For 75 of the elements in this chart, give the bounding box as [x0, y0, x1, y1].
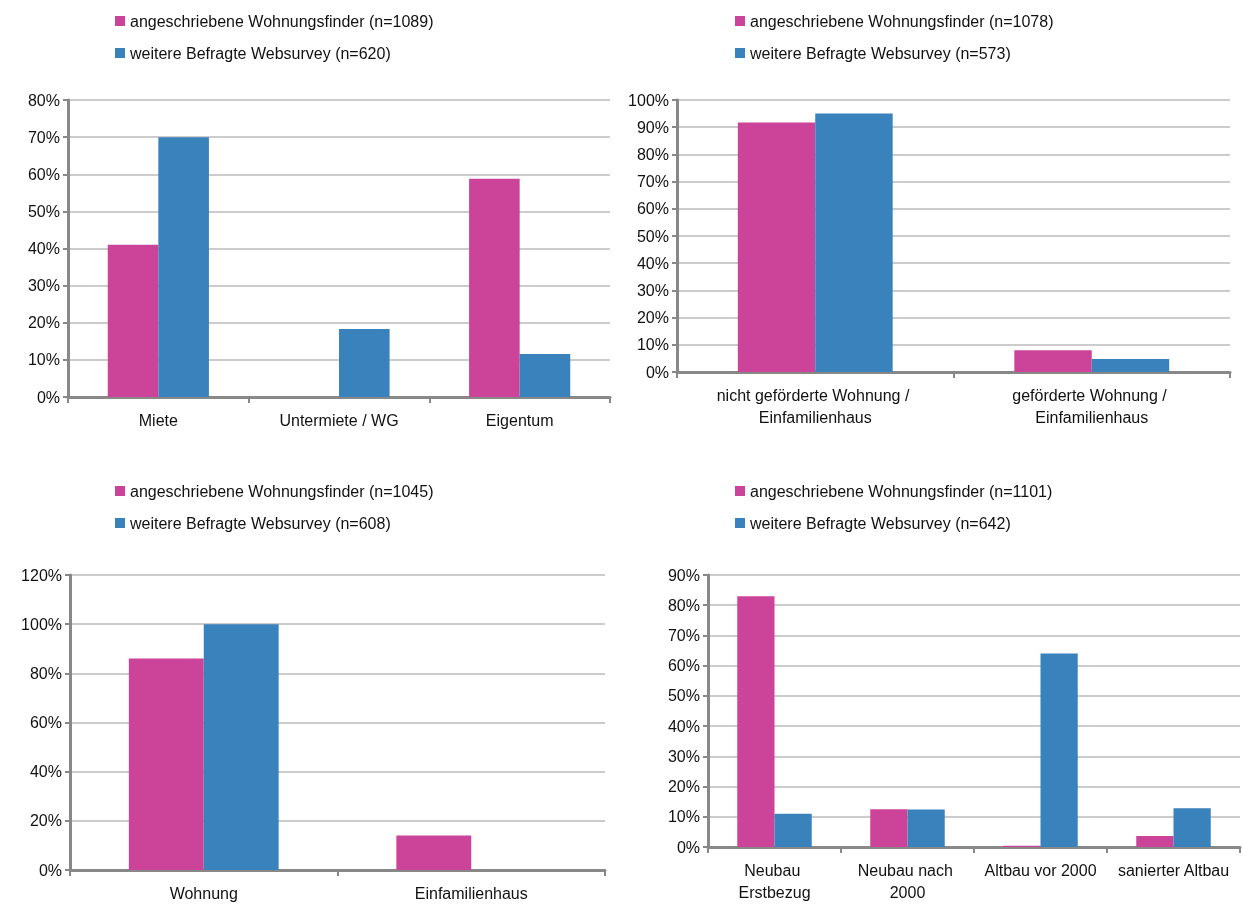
- y-tick-label: 20%: [636, 309, 669, 327]
- y-tick-label: 50%: [636, 227, 669, 245]
- y-tick-label: 10%: [667, 808, 700, 826]
- y-tick-label: 40%: [667, 717, 700, 735]
- y-tick-label: 20%: [29, 812, 62, 830]
- legend-label: weitere Befragte Websurvey (n=642): [749, 514, 1011, 532]
- y-tick-label: 60%: [27, 165, 60, 183]
- bar: [1014, 350, 1092, 372]
- bar: [907, 809, 945, 847]
- y-tick-label: 60%: [29, 714, 62, 731]
- bar: [519, 353, 571, 397]
- bar: [1091, 358, 1170, 372]
- bar: [774, 813, 812, 847]
- bar: [815, 113, 893, 372]
- bar: [737, 596, 775, 847]
- legend-label: weitere Befragte Websurvey (n=573): [749, 44, 1011, 62]
- y-tick-label: 100%: [21, 615, 62, 633]
- x-tick-label: Untermiete / WG: [279, 411, 399, 429]
- y-tick-label: 40%: [27, 240, 60, 257]
- x-tick-label: Wohnung: [169, 884, 238, 902]
- y-tick-label: 90%: [636, 118, 669, 136]
- y-tick-label: 30%: [667, 747, 700, 765]
- y-tick-label: 70%: [667, 626, 700, 644]
- y-tick-label: 10%: [27, 351, 60, 369]
- y-tick-label: 40%: [636, 254, 669, 272]
- legend-label: angeschriebene Wohnungsfinder (n=1078): [750, 12, 1054, 30]
- bar: [396, 835, 472, 870]
- legend-label: angeschriebene Wohnungsfinder (n=1089): [130, 12, 434, 30]
- bar: [339, 329, 390, 397]
- bar: [107, 244, 159, 397]
- y-tick-label: 60%: [667, 657, 700, 675]
- x-tick-label: Altbau vor 2000: [984, 861, 1097, 879]
- y-tick-label: 100%: [628, 91, 669, 109]
- bar: [1173, 808, 1211, 847]
- y-tick-label: 70%: [636, 173, 669, 191]
- y-tick-label: 80%: [667, 596, 700, 614]
- y-tick-label: 30%: [27, 277, 60, 295]
- legend-label: weitere Befragte Websurvey (n=608): [129, 514, 391, 532]
- x-tick-label: Neubau nach 2000: [857, 861, 958, 901]
- y-tick-label: 40%: [29, 763, 62, 781]
- y-tick-label: 20%: [667, 778, 700, 796]
- x-tick-label: Einfamilienhaus: [414, 884, 528, 902]
- bar: [128, 658, 204, 870]
- x-tick-label: Miete: [138, 411, 178, 429]
- y-tick-label: 90%: [667, 566, 700, 584]
- y-tick-label: 0%: [676, 838, 700, 856]
- bar: [158, 137, 209, 397]
- legend-label: angeschriebene Wohnungsfinder (n=1101): [750, 482, 1053, 500]
- x-tick-label: Neubau Erstbezug: [738, 861, 811, 901]
- bar: [1040, 653, 1078, 847]
- y-tick-label: 50%: [27, 202, 60, 220]
- y-tick-label: 50%: [667, 687, 700, 705]
- x-tick-label: sanierter Altbau: [1117, 861, 1230, 879]
- y-tick-label: 10%: [636, 336, 669, 354]
- x-tick-label: Eigentum: [485, 411, 554, 429]
- legend-label: weitere Befragte Websurvey (n=620): [129, 44, 391, 62]
- y-tick-label: 80%: [636, 145, 669, 163]
- y-tick-label: 0%: [38, 861, 62, 879]
- bar: [737, 122, 816, 372]
- y-tick-label: 60%: [636, 200, 669, 218]
- y-tick-label: 80%: [29, 664, 62, 682]
- y-tick-label: 0%: [36, 388, 60, 406]
- y-tick-label: 70%: [27, 128, 60, 146]
- y-tick-label: 120%: [21, 566, 62, 584]
- y-tick-label: 30%: [636, 281, 669, 299]
- x-tick-label: geförderte Wohnung / Einfamilienhaus: [1012, 386, 1172, 426]
- y-tick-label: 20%: [27, 314, 60, 332]
- legend-label: angeschriebene Wohnungsfinder (n=1045): [130, 482, 434, 500]
- y-tick-label: 0%: [645, 363, 669, 381]
- bar: [870, 809, 908, 847]
- bar: [203, 624, 279, 870]
- bar: [1136, 836, 1174, 847]
- x-tick-label: nicht geförderte Wohnung / Einfamilienhaus: [716, 386, 914, 426]
- bar: [469, 178, 520, 397]
- y-tick-label: 80%: [27, 91, 60, 109]
